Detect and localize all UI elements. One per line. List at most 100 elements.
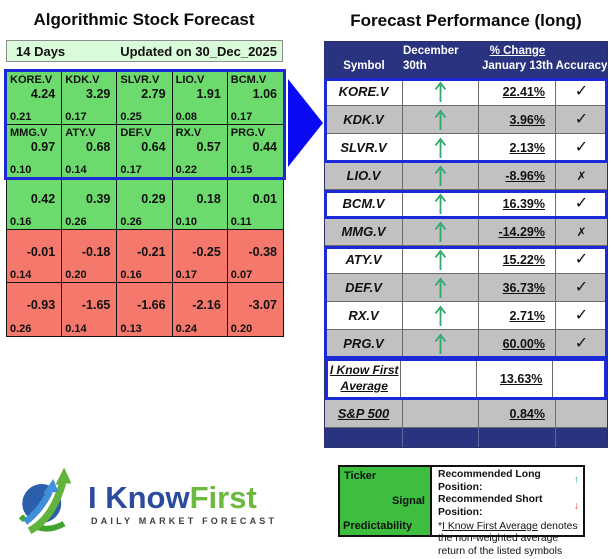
forecast-up-arrow-icon: [434, 333, 447, 355]
accuracy-mark: ✗: [576, 224, 587, 239]
signal-value: 0.29: [141, 192, 166, 207]
performance-row: LIO.V -8.96% ✗: [325, 162, 607, 190]
performance-row: BCM.V 16.39% ✓: [325, 190, 607, 218]
signal-value: -1.66: [137, 298, 166, 313]
signal-value: 1.06: [252, 86, 277, 101]
forecast-up-arrow-icon: [434, 109, 447, 131]
forecast-cell: ATY.V 0.68 0.14: [62, 124, 118, 178]
forecast-period-bar: 14 Days Updated on 30_Dec_2025: [6, 40, 283, 62]
benchmark-label: S&P 500: [337, 406, 390, 421]
predictability-value: 0.26: [120, 216, 142, 229]
legend-long-label: Recommended Long Position:: [438, 469, 541, 493]
logo-text-iknow: I Know: [88, 480, 190, 515]
forecast-up-arrow-icon: [434, 81, 447, 103]
forecast-cell: PRG.V 0.44 0.15: [227, 124, 283, 178]
ticker-label: RX.V: [175, 126, 202, 139]
logo-tagline: DAILY MARKET FORECAST: [91, 516, 278, 526]
table-footer-bar: [325, 428, 607, 447]
forecast-period: 14 Days: [16, 43, 66, 59]
long-position-up-arrow-icon: ↑: [573, 475, 579, 487]
ticker-label: LIO.V: [175, 74, 205, 86]
signal-value: 0.64: [141, 139, 166, 154]
performance-row: PRG.V 60.00% ✓: [325, 330, 607, 358]
benchmark-change: 0.84%: [509, 406, 545, 421]
forecast-cell: 0.39 0.26: [62, 177, 118, 231]
accuracy-mark: ✓: [574, 250, 589, 268]
forecast-cell: 0.18 0.10: [172, 177, 228, 231]
predictability-value: 0.07: [230, 269, 253, 282]
column-header-symbol: Symbol: [325, 42, 403, 78]
signal-value: -0.21: [137, 245, 166, 260]
predictability-value: 0.10: [175, 216, 198, 229]
forecast-cell: RX.V 0.57 0.22: [172, 124, 228, 178]
predictability-value: 0.17: [175, 269, 198, 282]
column-header-accuracy: Accuracy: [555, 42, 608, 78]
symbol-header-label: Symbol: [343, 60, 385, 73]
performance-row: ATY.V 15.22% ✓: [325, 246, 607, 274]
legend-ticker-label: Ticker: [344, 470, 377, 482]
predictability-value: 0.14: [65, 163, 87, 176]
forecast-cell: MMG.V 0.97 0.10: [7, 124, 63, 178]
predictability-value: 0.17: [65, 110, 87, 123]
accuracy-mark: ✓: [574, 194, 589, 212]
signal-value: -0.93: [26, 298, 56, 313]
forecast-grid: KORE.V 4.24 0.21 KDK.V 3.29 0.17 SLVR.V …: [4, 69, 286, 337]
signal-value: -0.18: [81, 245, 111, 260]
logo-wordmark: I KnowFirst: [88, 480, 257, 516]
column-header-forecast: Forecast December 30th: [403, 29, 479, 78]
symbol-label: ATY.V: [345, 252, 382, 267]
predictability-value: 0.26: [10, 322, 32, 335]
right-panel-title: Forecast Performance (long): [350, 11, 582, 30]
percent-change-value: 22.41%: [502, 84, 545, 99]
forecast-date-label: December 30th: [403, 44, 459, 73]
signal-value: 3.29: [86, 86, 111, 101]
predictability-value: 0.17: [120, 163, 142, 176]
ticker-label: DEF.V: [120, 126, 152, 139]
forecast-cell: 0.29 0.26: [117, 177, 173, 231]
symbol-label: LIO.V: [346, 168, 381, 183]
legend-description-cell: Recommended Long Position: ↑ Recommended…: [432, 467, 583, 557]
performance-row: SLVR.V 2.13% ✓: [325, 134, 607, 162]
ticker-label: PRG.V: [230, 126, 266, 139]
accuracy-mark: ✓: [574, 306, 589, 324]
accuracy-mark: ✓: [574, 334, 589, 352]
predictability-value: 0.20: [230, 322, 253, 335]
forecast-cell: 0.01 0.11: [227, 177, 283, 231]
symbol-label: RX.V: [348, 308, 379, 323]
ticker-label: BCM.V: [230, 74, 267, 86]
percent-change-value: -8.96%: [505, 168, 545, 183]
performance-row: KDK.V 3.96% ✓: [325, 106, 607, 134]
right-arrow-icon: [288, 79, 323, 167]
signal-value: 0.97: [30, 139, 56, 154]
column-header-change: % Change January 13th: [479, 42, 556, 78]
logo-text-first: First: [189, 480, 257, 515]
percent-change-value: -14.29%: [498, 224, 545, 239]
performance-row: DEF.V 36.73% ✓: [325, 274, 607, 302]
legend-short-label: Recommended Short Position:: [438, 494, 543, 519]
logo-globe-icon: [18, 467, 72, 534]
accuracy-header-label: Accuracy: [555, 60, 608, 73]
predictability-value: 0.08: [175, 110, 198, 123]
average-change: 13.63%: [499, 372, 543, 386]
percent-change-value: 36.73%: [502, 280, 545, 295]
signal-value: 2.79: [141, 86, 166, 101]
percent-change-value: 2.71%: [509, 308, 545, 323]
symbol-label: DEF.V: [345, 280, 382, 295]
forecast-up-arrow-icon: [434, 277, 447, 299]
forecast-header-label: Forecast: [417, 29, 465, 42]
forecast-cell: 0.42 0.16: [7, 177, 63, 231]
signal-value: 0.18: [196, 192, 221, 207]
note-average-term: I Know First Average: [442, 520, 538, 532]
legend-box: Ticker Signal Predictability Recommended…: [338, 465, 585, 557]
forecast-cell: KDK.V 3.29 0.17: [62, 72, 118, 125]
predictability-value: 0.22: [175, 163, 198, 176]
legend-signal-label: Signal: [391, 495, 425, 507]
iknowfirst-logo: I KnowFirst DAILY MARKET FORECAST: [16, 460, 306, 542]
symbol-label: PRG.V: [343, 336, 384, 351]
percent-change-value: 60.00%: [502, 336, 545, 351]
average-row: I Know First Average 13.63%: [325, 358, 607, 400]
signal-value: -0.01: [26, 245, 56, 260]
average-label: I Know First Average: [329, 363, 399, 393]
signal-value: -1.65: [81, 298, 111, 313]
ticker-label: SLVR.V: [120, 74, 160, 86]
